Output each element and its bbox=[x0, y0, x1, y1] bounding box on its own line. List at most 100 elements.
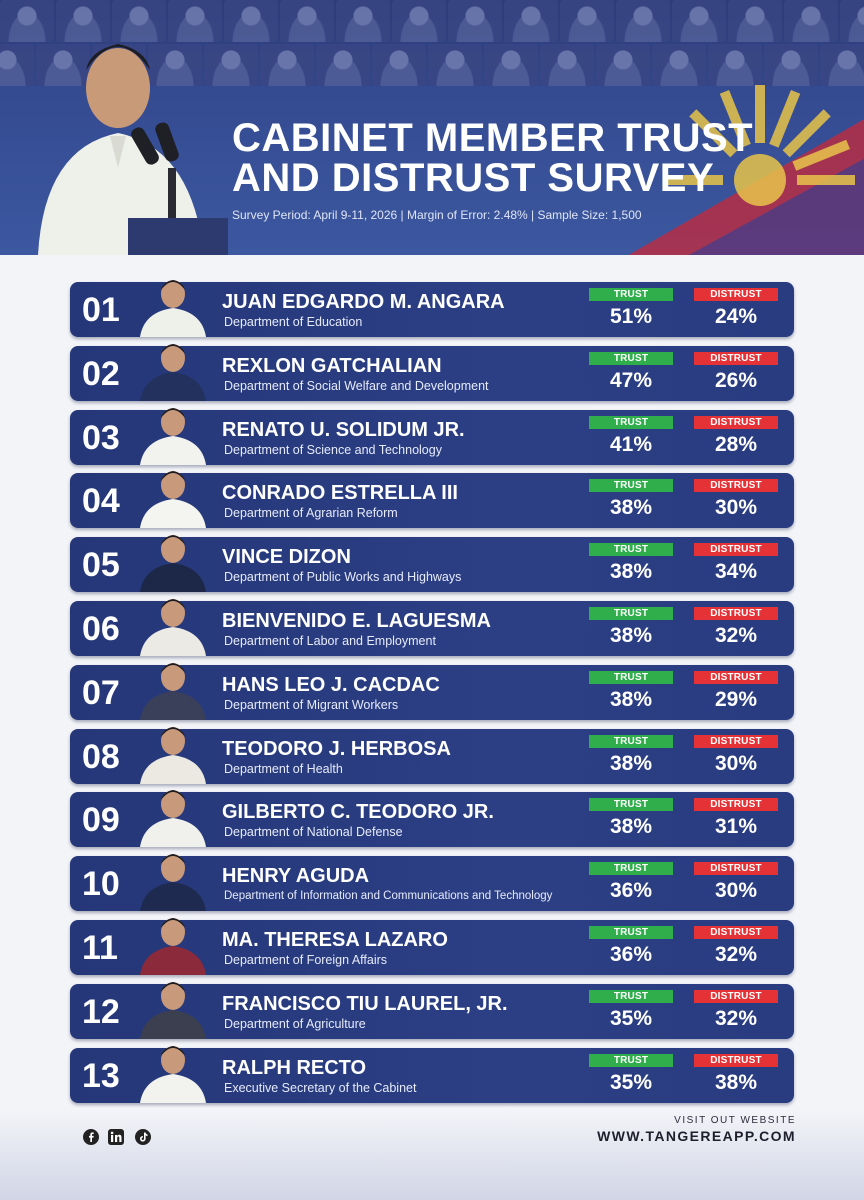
trust-percentage: 41% bbox=[609, 432, 653, 456]
trust-badge: TRUST bbox=[589, 989, 673, 1003]
philippine-sun-icon bbox=[628, 85, 864, 255]
distrust-percentage: 29% bbox=[714, 687, 758, 711]
ranking-row: 02 REXLON GATCHALIAN Department of Social … bbox=[70, 343, 794, 401]
rank-number: 08 bbox=[82, 737, 120, 776]
member-photo bbox=[140, 726, 206, 784]
distrust-badge: DISTRUST bbox=[694, 670, 778, 684]
member-photo bbox=[140, 918, 206, 975]
member-name: HENRY AGUDA bbox=[222, 865, 370, 888]
member-photo bbox=[140, 981, 206, 1039]
collage-face-tile bbox=[616, 0, 670, 42]
ranking-row: 01 JUAN EDGARDO M. ANGARA Department of Ed… bbox=[70, 280, 794, 337]
distrust-badge: DISTRUST bbox=[694, 479, 778, 493]
trust-percentage: 38% bbox=[609, 751, 653, 775]
collage-face-tile bbox=[560, 0, 614, 42]
member-name: GILBERTO C. TEODORO JR. bbox=[222, 801, 494, 824]
header-banner: CABINET MEMBER TRUST AND DISTRUST SURVEY… bbox=[0, 0, 864, 255]
member-name: CONRADO ESTRELLA III bbox=[222, 482, 458, 505]
ranking-row: 04 CONRADO ESTRELLA III Department of Agra… bbox=[70, 471, 794, 529]
survey-period-text: Survey Period: April 9-11, 2026 | Margin… bbox=[232, 208, 642, 222]
trust-percentage: 36% bbox=[609, 943, 653, 966]
rank-number: 11 bbox=[82, 929, 118, 967]
distrust-badge: DISTRUST bbox=[694, 607, 778, 620]
trust-badge: TRUST bbox=[589, 670, 673, 684]
background-photo-collage bbox=[0, 0, 864, 88]
collage-face-tile bbox=[428, 44, 482, 86]
member-department: Department of Health bbox=[224, 761, 343, 776]
collage-face-tile bbox=[336, 0, 390, 42]
trust-percentage: 35% bbox=[609, 1070, 653, 1094]
member-department: Department of National Defense bbox=[224, 825, 403, 840]
website-link[interactable]: WWW.TANGEREAPP.COM bbox=[597, 1128, 796, 1144]
survey-title: CABINET MEMBER TRUST AND DISTRUST SURVEY bbox=[232, 118, 753, 198]
rank-number: 07 bbox=[82, 673, 120, 712]
trust-badge: TRUST bbox=[589, 415, 673, 429]
collage-face-tile bbox=[596, 44, 650, 86]
ranking-row: 07 HANS LEO J. CACDAC Department of Migran… bbox=[70, 662, 794, 720]
facebook-icon[interactable] bbox=[83, 1129, 99, 1145]
trust-badge: TRUST bbox=[589, 607, 673, 620]
ranking-row: 06 BIENVENIDO E. LAGUESMA Department of La… bbox=[70, 599, 794, 656]
member-department: Department of Education bbox=[224, 315, 363, 329]
trust-percentage: 38% bbox=[609, 687, 653, 711]
member-department: Department of Foreign Affairs bbox=[224, 953, 388, 967]
collage-face-tile bbox=[56, 0, 110, 42]
member-name: RENATO U. SOLIDUM JR. bbox=[222, 418, 465, 441]
distrust-percentage: 24% bbox=[714, 305, 758, 328]
trust-badge: TRUST bbox=[589, 351, 673, 365]
collage-face-tile bbox=[652, 44, 706, 86]
collage-face-tile bbox=[708, 44, 762, 86]
title-line-2: AND DISTRUST SURVEY bbox=[232, 156, 715, 200]
trust-percentage: 36% bbox=[609, 879, 653, 903]
member-photo bbox=[140, 407, 206, 465]
collage-face-tile bbox=[820, 44, 864, 86]
trust-percentage: 35% bbox=[609, 1006, 653, 1030]
distrust-percentage: 32% bbox=[714, 1006, 758, 1030]
trust-badge: TRUST bbox=[589, 479, 673, 493]
distrust-badge: DISTRUST bbox=[694, 543, 778, 557]
ranking-row: 05 VINCE DIZON Department of Public Works … bbox=[70, 535, 794, 593]
member-name: BIENVENIDO E. LAGUESMA bbox=[222, 610, 491, 632]
trust-badge: TRUST bbox=[589, 734, 673, 748]
member-name: JUAN EDGARDO M. ANGARA bbox=[222, 291, 505, 313]
member-name: VINCE DIZON bbox=[222, 546, 351, 569]
member-department: Department of Science and Technology bbox=[224, 442, 442, 457]
trust-badge: TRUST bbox=[589, 1053, 673, 1067]
member-department: Department of Agrarian Reform bbox=[224, 506, 398, 521]
survey-meta: Survey Period: April 9-11, 2026 | Margin… bbox=[232, 208, 642, 222]
member-photo bbox=[140, 662, 206, 720]
member-department: Executive Secretary of the Cabinet bbox=[224, 1080, 417, 1095]
trust-percentage: 38% bbox=[609, 560, 653, 584]
collage-face-tile bbox=[764, 44, 818, 86]
ranking-row: 11 MA. THERESA LAZARO Department of Foreig… bbox=[70, 918, 794, 975]
member-photo bbox=[140, 280, 206, 337]
footer-background bbox=[0, 1110, 864, 1200]
president-photo bbox=[38, 44, 228, 255]
member-photo bbox=[140, 790, 206, 848]
distrust-badge: DISTRUST bbox=[694, 1053, 778, 1067]
tiktok-icon[interactable] bbox=[135, 1129, 151, 1145]
distrust-badge: DISTRUST bbox=[694, 351, 778, 365]
distrust-percentage: 34% bbox=[714, 560, 758, 584]
collage-face-tile bbox=[260, 44, 314, 86]
collage-face-tile bbox=[316, 44, 370, 86]
linkedin-icon[interactable] bbox=[108, 1129, 124, 1145]
rank-number: 09 bbox=[82, 801, 120, 840]
rank-number: 05 bbox=[82, 546, 120, 585]
distrust-percentage: 26% bbox=[714, 368, 758, 392]
member-department: Department of Public Works and Highways bbox=[224, 570, 462, 585]
distrust-badge: DISTRUST bbox=[694, 862, 778, 876]
member-department: Department of Migrant Workers bbox=[224, 697, 399, 712]
distrust-badge: DISTRUST bbox=[694, 288, 778, 301]
distrust-percentage: 38% bbox=[714, 1070, 758, 1094]
member-name: RALPH RECTO bbox=[222, 1056, 367, 1079]
collage-face-tile bbox=[112, 0, 166, 42]
ranking-row: 10 HENRY AGUDA Department of Information a… bbox=[70, 854, 794, 912]
member-photo bbox=[140, 535, 206, 593]
ranking-row: 08 TEODORO J. HERBOSA Department of Health… bbox=[70, 726, 794, 784]
distrust-percentage: 32% bbox=[714, 943, 758, 966]
collage-face-tile bbox=[392, 0, 446, 42]
collage-face-tile bbox=[484, 44, 538, 86]
distrust-badge: DISTRUST bbox=[694, 734, 778, 748]
member-name: MA. THERESA LAZARO bbox=[222, 929, 448, 951]
